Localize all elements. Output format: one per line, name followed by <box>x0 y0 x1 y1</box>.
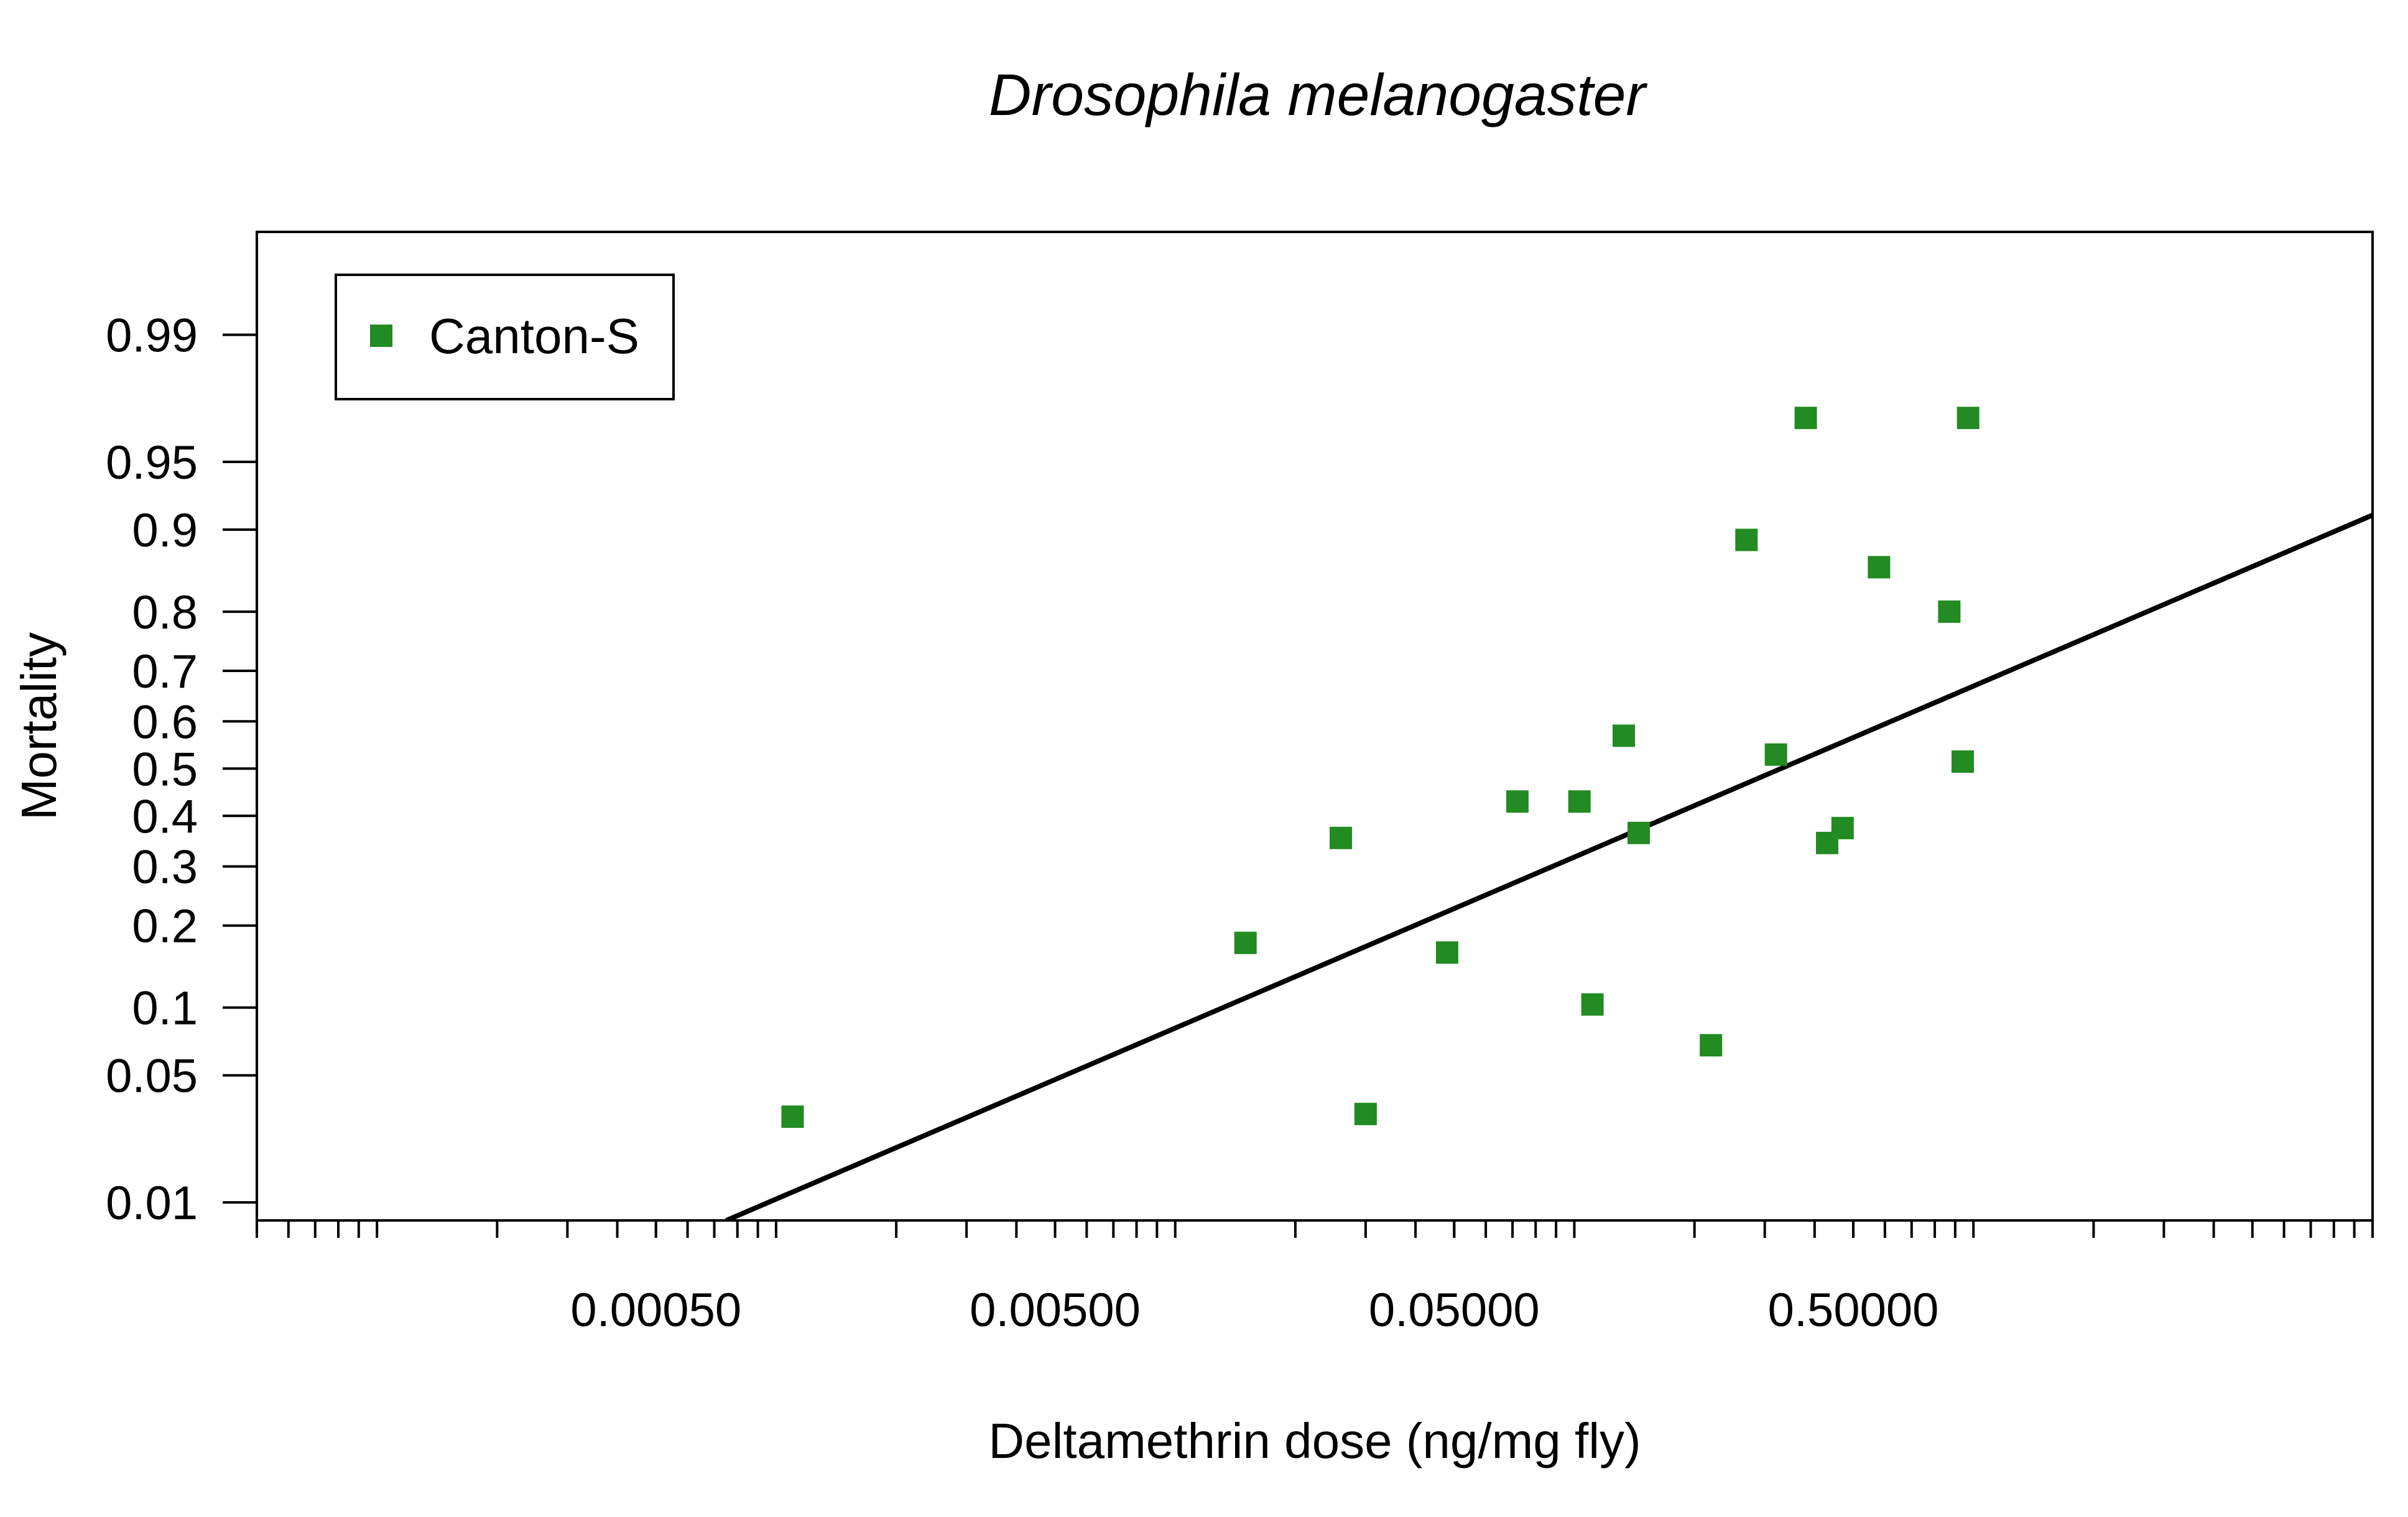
x-tick-label: 0.50000 <box>1768 1284 1939 1337</box>
data-point <box>1628 821 1650 844</box>
legend-label-canton-s: Canton-S <box>429 308 639 364</box>
y-tick-label: 0.95 <box>106 436 198 489</box>
data-point <box>1952 750 1974 773</box>
data-point <box>1354 1102 1377 1125</box>
data-point <box>1735 528 1758 551</box>
plot-frame <box>256 231 2374 1222</box>
x-axis: 0.00050 0.00500 0.05000 0.50000 <box>256 1220 2374 1337</box>
data-point <box>1938 600 1961 623</box>
x-tick-label: 0.00500 <box>970 1284 1141 1337</box>
chart-title: Drosophila melanogaster <box>989 62 1647 128</box>
fit-line <box>725 512 2373 1220</box>
legend: Canton-S <box>335 274 675 400</box>
data-point <box>1700 1034 1723 1057</box>
legend-box <box>335 274 675 400</box>
x-axis-label: Deltamethrin dose (ng/mg fly) <box>988 1413 1641 1469</box>
data-point <box>1613 724 1635 747</box>
y-tick-label: 0.1 <box>132 982 198 1035</box>
data-point <box>1831 816 1854 839</box>
y-tick-label: 0.3 <box>132 841 198 894</box>
y-tick-label: 0.01 <box>106 1177 198 1230</box>
legend-marker-canton-s <box>370 325 392 347</box>
y-tick-label: 0.6 <box>132 696 198 749</box>
y-axis-label: Mortality <box>11 632 67 820</box>
y-tick-label: 0.7 <box>132 645 198 698</box>
data-point <box>1506 790 1529 813</box>
y-tick-label: 0.05 <box>106 1050 198 1103</box>
data-point <box>1234 931 1257 954</box>
y-tick-label: 0.2 <box>132 900 198 953</box>
data-point <box>1794 407 1817 430</box>
data-point <box>1868 556 1891 579</box>
y-tick-label: 0.99 <box>106 310 198 362</box>
data-point <box>1330 826 1352 849</box>
data-point <box>1956 407 1980 430</box>
x-tick-label: 0.00050 <box>570 1284 741 1337</box>
data-point <box>1764 743 1787 766</box>
data-point <box>1568 790 1591 813</box>
data-point <box>781 1105 804 1128</box>
y-axis: 0.01 0.05 0.1 0.2 0.30.40.50.60.7 0.8 0.9 0.95 0… <box>106 310 257 1230</box>
x-tick-label: 0.05000 <box>1369 1284 1540 1337</box>
y-tick-label: 0.4 <box>132 790 198 843</box>
y-tick-label: 0.5 <box>132 743 198 796</box>
y-tick-label: 0.8 <box>132 586 198 639</box>
data-point <box>1435 941 1458 964</box>
data-point <box>1581 993 1604 1016</box>
data-points <box>781 407 1980 1128</box>
y-tick-label: 0.9 <box>132 504 198 557</box>
